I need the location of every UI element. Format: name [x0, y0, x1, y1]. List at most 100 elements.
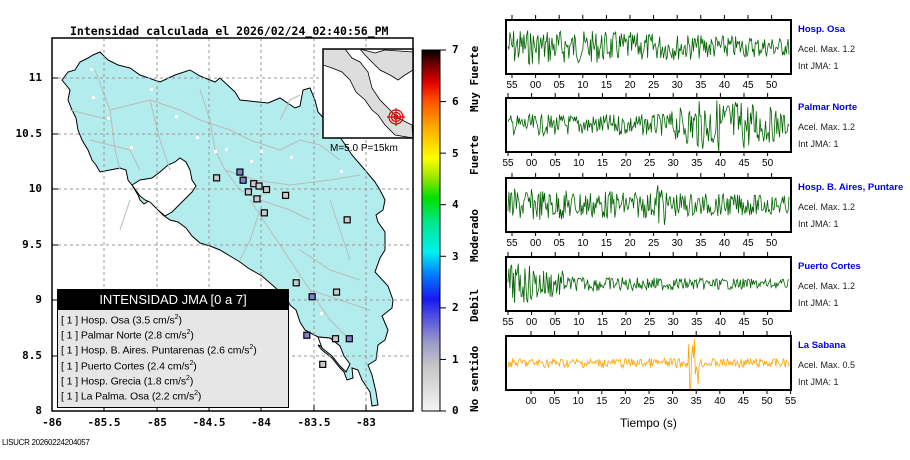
time-tick-label: 00	[525, 396, 537, 407]
y-tick-label: 10	[28, 182, 42, 195]
x-tick-label: -85.5	[87, 416, 121, 429]
station-marker[interactable]	[253, 195, 261, 203]
station-peak-accel: Acel. Max. 1.2	[798, 122, 856, 132]
colorbar-tick-label: 3	[452, 250, 459, 263]
waveform-frame	[505, 177, 792, 233]
legend-item-accel: (2.2 cm/s	[151, 390, 195, 403]
time-tick-label: 10	[573, 317, 585, 328]
station-marker[interactable]	[319, 360, 327, 368]
y-tick-label: 8.5	[22, 349, 42, 362]
x-tick-label: -86	[42, 416, 62, 429]
waveform-trace	[507, 100, 790, 152]
x-tick-label: -84.5	[192, 416, 226, 429]
time-tick-label: 45	[738, 158, 750, 169]
colorbar-tick-label: 1	[452, 353, 459, 366]
legend-item-exponent: 2	[186, 329, 191, 337]
map-frame	[51, 37, 414, 412]
time-tick-label: 45	[738, 317, 750, 328]
time-tick-label: 45	[742, 80, 754, 91]
station-name: La Sabana	[798, 340, 846, 351]
waveform-panel	[505, 93, 792, 156]
station-marker[interactable]	[343, 216, 351, 224]
time-tick-label: 25	[644, 158, 656, 169]
time-tick-label: 40	[718, 238, 730, 249]
time-tick-label: 30	[667, 158, 679, 169]
legend-item-paren: )	[178, 314, 182, 327]
time-tick-label: 35	[695, 238, 707, 249]
time-tick-label: 20	[620, 158, 632, 169]
legend-item-paren: )	[190, 329, 194, 342]
time-tick-label: 05	[549, 317, 561, 328]
waveform-panel	[505, 15, 792, 78]
legend-header: INTENSIDAD JMA [0 a 7]	[58, 290, 288, 310]
legend-item-accel: (2.8 cm/s	[144, 329, 187, 342]
time-tick-label: 25	[648, 238, 660, 249]
time-tick-label: 00	[530, 238, 542, 249]
time-tick-label: 55	[785, 396, 797, 407]
legend-item: [ 1 ] Hosp. B. Aires. Puntarenas (2.6 cm…	[58, 340, 288, 357]
legend-item-exponent: 2	[194, 389, 198, 397]
time-tick-label: 35	[691, 158, 703, 169]
station-name: Hosp. Osa	[798, 24, 845, 35]
time-tick-label: 10	[577, 238, 589, 249]
time-tick-label: 45	[737, 396, 749, 407]
x-tick-label: -84	[251, 416, 271, 429]
colorbar-category-label: Debil	[468, 288, 481, 322]
station-jma-intensity: Int JMA: 1	[798, 139, 839, 149]
legend-item-exponent: 2	[249, 344, 254, 352]
epicenter-marker	[387, 108, 405, 126]
colorbar-category-label: No sentido	[468, 345, 481, 412]
station-marker[interactable]	[332, 288, 341, 296]
colorbar-ticks	[440, 49, 446, 412]
waveform-panel	[505, 173, 792, 236]
station-marker[interactable]	[303, 331, 311, 339]
station-marker[interactable]	[212, 174, 221, 182]
station-marker[interactable]	[255, 182, 263, 190]
waveform-panel	[505, 331, 792, 394]
legend-item: [ 1 ] Palmar Norte (2.8 cm/s2)	[58, 325, 288, 342]
time-tick-label: 00	[530, 80, 542, 91]
colorbar-tick-label: 6	[452, 95, 459, 108]
time-tick-label: 30	[671, 80, 683, 91]
costa-rica-land	[61, 51, 394, 407]
legend-item: [ 1 ] La Palma. Osa (2.2 cm/s2)	[58, 386, 288, 403]
colorbar-category-label: Fuerte	[468, 135, 481, 175]
station-jma-intensity: Int JMA: 1	[798, 219, 839, 229]
time-tick-label: 25	[643, 396, 655, 407]
y-tick-label: 11	[28, 71, 42, 84]
legend-item-paren: )	[189, 375, 194, 388]
station-peak-accel: Acel. Max. 1.2	[798, 202, 856, 212]
x-tick-label: -83	[356, 416, 376, 429]
legend-item: [ 1 ] Hosp. Osa (3.5 cm/s2)	[58, 310, 288, 327]
station-marker[interactable]	[239, 176, 247, 184]
time-tick-label: 50	[766, 80, 778, 91]
colorbar-tick-label: 7	[452, 43, 459, 56]
time-tick-label: 20	[620, 317, 632, 328]
legend-item-level: [ 1 ]	[61, 360, 79, 373]
station-marker[interactable]	[308, 293, 316, 301]
legend-item-paren: )	[253, 344, 257, 357]
waveform-panels	[505, 15, 792, 394]
station-marker[interactable]	[281, 191, 290, 199]
time-tick-label: 30	[667, 396, 679, 407]
time-tick-label: 00	[526, 317, 538, 328]
station-marker[interactable]	[260, 209, 268, 217]
legend-item-accel: (1.8 cm/s	[143, 375, 187, 388]
time-tick-label: 35	[695, 80, 707, 91]
station-marker[interactable]	[236, 168, 244, 176]
station-marker[interactable]	[345, 335, 353, 343]
time-tick-label: 30	[671, 238, 683, 249]
time-tick-label: 50	[762, 158, 774, 169]
legend-item-name: Hosp. B. Aires. Puntarenas	[80, 344, 205, 357]
station-marker[interactable]	[292, 279, 300, 287]
station-marker[interactable]	[262, 185, 271, 194]
time-tick-label: 50	[762, 317, 774, 328]
legend-item-level: [ 1 ]	[61, 329, 79, 342]
station-marker[interactable]	[331, 335, 340, 343]
time-tick-label: 10	[572, 396, 584, 407]
legend-item-name: Puerto Cortes	[80, 360, 145, 373]
station-marker[interactable]	[244, 188, 253, 196]
waveform-trace	[507, 338, 790, 390]
time-tick-label: 05	[549, 158, 561, 169]
legend-item-name: La Palma. Osa	[80, 390, 149, 403]
